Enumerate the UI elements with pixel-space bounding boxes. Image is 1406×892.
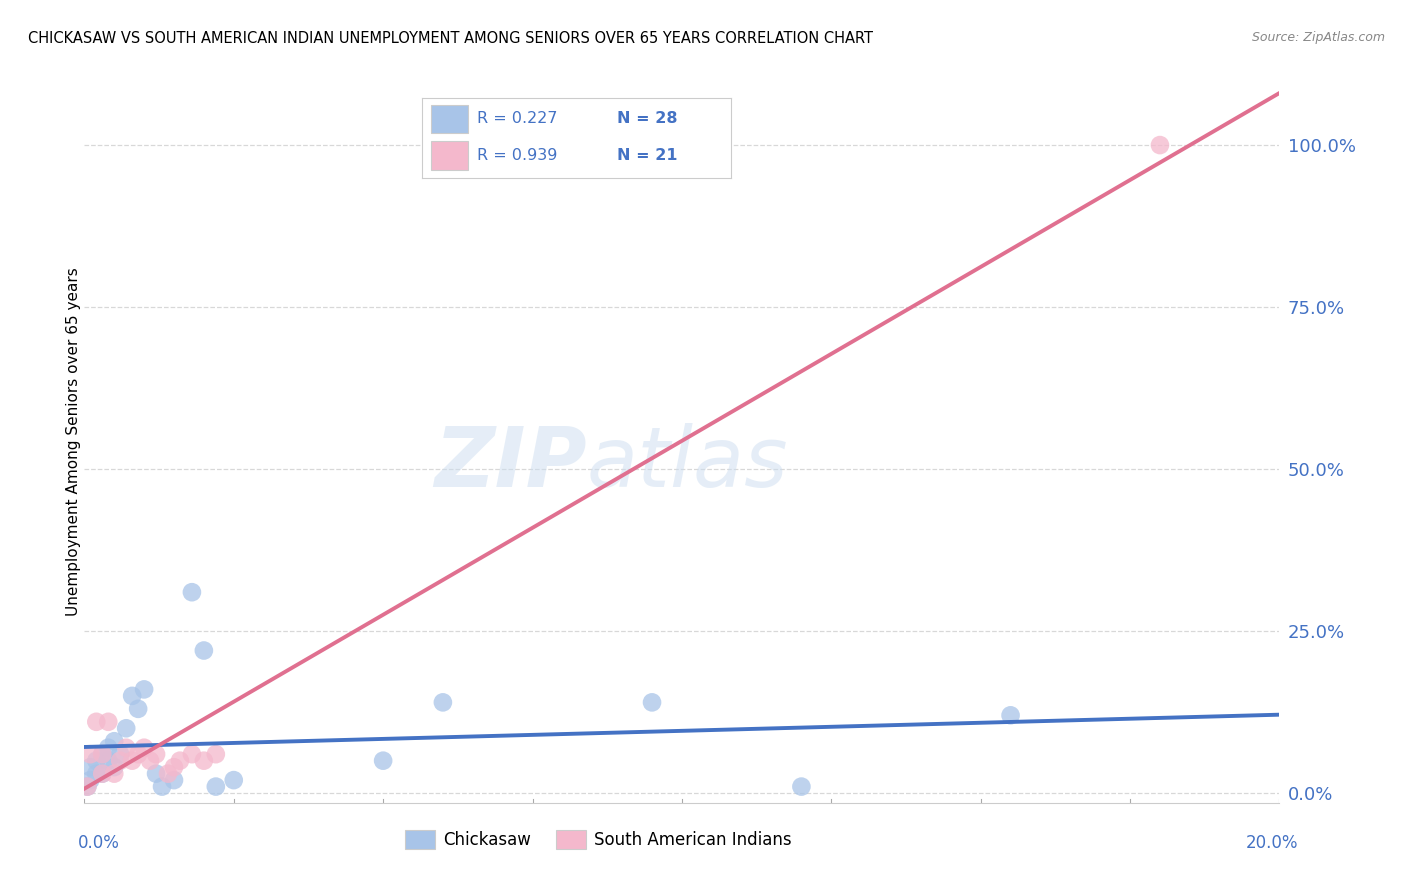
Text: R = 0.939: R = 0.939 [478, 148, 558, 163]
Point [91, 747, 114, 762]
Point [373, 754, 395, 768]
Point [91, 766, 114, 780]
Text: atlas: atlas [586, 423, 787, 504]
Point [103, 734, 125, 748]
Point [76, 780, 98, 794]
Point [115, 721, 138, 735]
Point [76, 780, 98, 794]
Point [103, 766, 125, 780]
Point [157, 766, 180, 780]
Point [145, 766, 167, 780]
Point [97, 714, 120, 729]
Point [790, 780, 813, 794]
Text: CHICKASAW VS SOUTH AMERICAN INDIAN UNEMPLOYMENT AMONG SENIORS OVER 65 YEARS CORR: CHICKASAW VS SOUTH AMERICAN INDIAN UNEMP… [28, 31, 873, 46]
Point [150, 780, 173, 794]
Legend: Chickasaw, South American Indians: Chickasaw, South American Indians [398, 823, 799, 856]
Text: N = 28: N = 28 [617, 112, 678, 127]
Point [97, 740, 120, 755]
Text: 0.0%: 0.0% [77, 834, 120, 852]
Point [110, 754, 132, 768]
Point [86, 754, 108, 768]
Point [127, 747, 149, 762]
Point [432, 695, 454, 709]
Point [139, 754, 162, 768]
Point [110, 747, 132, 762]
Point [79, 760, 101, 774]
Point [132, 740, 156, 755]
Bar [432, 142, 468, 170]
Point [103, 760, 125, 774]
Point [79, 747, 101, 762]
Point [79, 773, 101, 788]
Point [145, 747, 167, 762]
Point [1149, 138, 1171, 153]
Point [121, 689, 143, 703]
Point [91, 766, 114, 780]
Point [193, 754, 215, 768]
Text: ZIP: ZIP [433, 423, 586, 504]
Bar [432, 104, 468, 134]
Point [86, 714, 108, 729]
Point [163, 760, 186, 774]
Point [163, 773, 186, 788]
Point [205, 747, 228, 762]
Point [205, 780, 228, 794]
Point [181, 585, 204, 599]
Point [97, 754, 120, 768]
Point [115, 740, 138, 755]
Point [127, 702, 149, 716]
Point [181, 747, 204, 762]
Point [222, 773, 245, 788]
Point [132, 682, 156, 697]
Text: R = 0.227: R = 0.227 [478, 112, 558, 127]
Point [1000, 708, 1022, 723]
Point [641, 695, 664, 709]
Text: Source: ZipAtlas.com: Source: ZipAtlas.com [1251, 31, 1385, 45]
Point [86, 766, 108, 780]
Text: 20.0%: 20.0% [1246, 834, 1299, 852]
Point [193, 643, 215, 657]
Point [169, 754, 191, 768]
Y-axis label: Unemployment Among Seniors over 65 years: Unemployment Among Seniors over 65 years [66, 268, 80, 615]
Point [91, 747, 114, 762]
Point [121, 754, 143, 768]
Text: N = 21: N = 21 [617, 148, 678, 163]
